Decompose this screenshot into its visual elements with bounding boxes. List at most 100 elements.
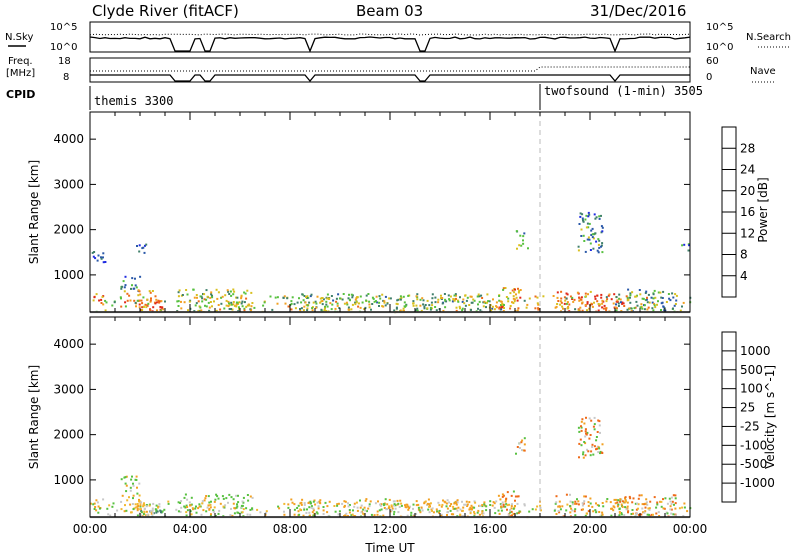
- echo-pixel: [510, 507, 513, 510]
- echo-pixel: [491, 305, 494, 308]
- echo-pixel: [426, 307, 429, 310]
- echo-pixel: [490, 309, 492, 312]
- cpid-mode-1: themis 3300: [94, 94, 173, 108]
- echo-pixel: [219, 502, 222, 505]
- echo-pixel: [674, 507, 677, 510]
- velocity-colorbar-label: Velocity [m s^-1]: [763, 365, 777, 469]
- echo-pixel: [516, 309, 519, 312]
- echo-pixel: [205, 510, 208, 513]
- echo-pixel: [351, 513, 354, 516]
- echo-pixel: [619, 301, 622, 304]
- echo-pixel: [109, 514, 112, 517]
- echo-pixel: [522, 242, 525, 245]
- echo-pixel: [504, 505, 507, 508]
- echo-pixel: [139, 309, 142, 311]
- echo-pixel: [655, 512, 658, 515]
- echo-pixel: [183, 496, 186, 499]
- echo-pixel: [658, 515, 661, 517]
- echo-pixel: [126, 499, 129, 502]
- echo-pixel: [428, 511, 431, 514]
- echo-pixel: [598, 217, 601, 220]
- echo-pixel: [598, 504, 600, 507]
- echo-pixel: [478, 295, 481, 298]
- echo-pixel: [583, 422, 586, 425]
- echo-pixel: [512, 512, 515, 515]
- echo-pixel: [595, 436, 598, 438]
- echo-pixel: [132, 497, 134, 500]
- colorbar-tick-label: 4: [740, 269, 748, 283]
- echo-pixel: [584, 292, 587, 295]
- echo-pixel: [332, 299, 335, 302]
- echo-pixel: [373, 514, 376, 517]
- echo-pixel: [540, 509, 542, 512]
- echo-pixel: [619, 298, 622, 301]
- velocity-y-label: Slant Range [km]: [27, 365, 41, 469]
- echo-pixel: [462, 298, 465, 301]
- echo-pixel: [304, 301, 307, 304]
- echo-pixel: [412, 304, 415, 307]
- echo-pixel: [290, 300, 293, 303]
- echo-pixel: [615, 498, 618, 501]
- echo-pixel: [477, 303, 479, 306]
- echo-pixel: [362, 513, 365, 516]
- echo-pixel: [638, 494, 641, 497]
- echo-pixel: [347, 505, 350, 508]
- echo-pixel: [617, 305, 620, 307]
- echo-pixel: [558, 511, 561, 514]
- echo-pixel: [249, 495, 252, 498]
- echo-pixel: [306, 304, 309, 307]
- echo-pixel: [457, 300, 460, 303]
- echo-pixel: [377, 500, 379, 503]
- echo-pixel: [618, 514, 621, 517]
- echo-pixel: [120, 478, 123, 481]
- echo-pixel: [125, 509, 128, 512]
- echo-pixel: [383, 503, 386, 506]
- echo-pixel: [523, 299, 526, 302]
- echo-pixel: [184, 506, 187, 509]
- echo-pixel: [149, 291, 152, 294]
- echo-pixel: [301, 498, 304, 501]
- echo-pixel: [146, 304, 149, 307]
- echo-pixel: [345, 512, 348, 515]
- echo-pixel: [134, 506, 137, 509]
- echo-pixel: [509, 307, 512, 310]
- echo-pixel: [455, 503, 458, 506]
- echo-pixel: [453, 507, 456, 510]
- echo-pixel: [299, 310, 302, 312]
- power-plot-bg: [90, 112, 690, 312]
- echo-pixel: [325, 303, 328, 306]
- echo-pixel: [124, 275, 127, 278]
- echo-pixel: [581, 213, 584, 216]
- echo-pixel: [634, 306, 637, 309]
- echo-pixel: [488, 300, 491, 303]
- echo-pixel: [136, 299, 139, 302]
- echo-pixel: [480, 294, 483, 297]
- echo-pixel: [517, 291, 520, 294]
- echo-pixel: [291, 501, 294, 504]
- echo-pixel: [400, 502, 403, 505]
- echo-pixel: [344, 500, 347, 503]
- echo-pixel: [390, 509, 393, 512]
- echo-pixel: [145, 505, 148, 508]
- echo-pixel: [147, 302, 150, 305]
- echo-pixel: [353, 515, 356, 517]
- echo-pixel: [667, 293, 670, 295]
- echo-pixel: [149, 509, 152, 512]
- echo-pixel: [615, 303, 617, 306]
- echo-pixel: [360, 504, 363, 507]
- echo-pixel: [463, 302, 466, 305]
- y-tick-label: 4000: [53, 132, 84, 146]
- echo-pixel: [598, 303, 601, 306]
- echo-pixel: [617, 503, 620, 506]
- echo-pixel: [203, 298, 206, 301]
- echo-pixel: [385, 508, 388, 511]
- echo-pixel: [321, 300, 324, 302]
- colorbar-tick-label: -1000: [740, 476, 775, 490]
- power-x-axis: [89, 112, 691, 312]
- echo-pixel: [646, 296, 648, 299]
- echo-pixel: [444, 306, 447, 309]
- echo-pixel: [431, 509, 433, 512]
- echo-pixel: [181, 294, 184, 296]
- echo-pixel: [600, 451, 603, 454]
- echo-pixel: [615, 309, 618, 312]
